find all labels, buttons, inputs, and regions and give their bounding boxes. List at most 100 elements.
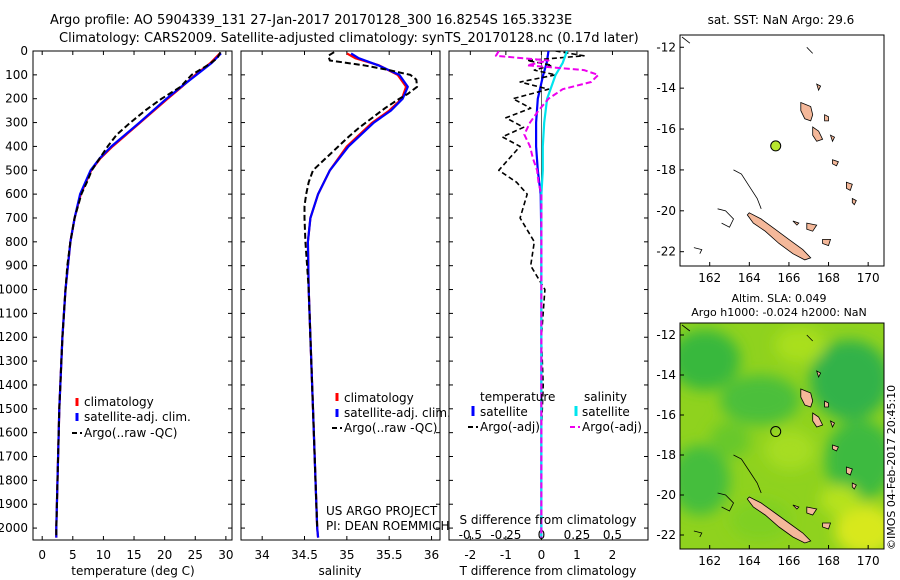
series-line-climatology bbox=[306, 52, 408, 538]
series-line-argo-raw-qc bbox=[55, 51, 222, 538]
x-tick-label: 20 bbox=[157, 548, 172, 562]
lon-tick-label: 164 bbox=[738, 271, 761, 285]
depth-tick-label: 1200 bbox=[0, 330, 28, 344]
sla-field-blobs bbox=[680, 327, 884, 549]
salinity-panel: 34 34.5 35 35.5 36 salinity climatology sate… bbox=[240, 50, 451, 578]
island bbox=[851, 197, 857, 206]
credit-project: US ARGO PROJECT bbox=[326, 504, 438, 518]
x-tick-label: 34 bbox=[255, 548, 270, 562]
lat-tick-label: -20 bbox=[656, 204, 676, 218]
island bbox=[824, 400, 829, 408]
legend-label-satellite: satellite-adj. clim. bbox=[344, 406, 451, 420]
x-tick-label: -1 bbox=[500, 548, 512, 562]
lon-tick-label: 168 bbox=[817, 271, 840, 285]
s-difference-xlabel: S difference from climatology bbox=[460, 513, 637, 527]
x-tick-label: 0 bbox=[38, 548, 46, 562]
imos-credit: ©IMOS 04-Feb-2017 20:45:10 bbox=[885, 385, 898, 550]
legend-label-climatology: climatology bbox=[84, 395, 154, 409]
series-line-satellite-s bbox=[540, 51, 569, 538]
depth-tick-label: 500 bbox=[5, 163, 28, 177]
x-tick-label: 10 bbox=[96, 548, 111, 562]
island bbox=[792, 220, 800, 226]
island bbox=[800, 388, 814, 408]
s-difference-ticks: -0.5 -0.25 0 0.25 0.5 bbox=[459, 528, 622, 542]
reef-outline bbox=[717, 208, 734, 228]
lat-tick-label: -22 bbox=[656, 528, 676, 542]
depth-tick-label: 1000 bbox=[0, 283, 28, 297]
sst-map-title: sat. SST: NaN Argo: 29.6 bbox=[708, 13, 855, 27]
depth-tick-label: 1700 bbox=[0, 450, 28, 464]
reef-outline bbox=[693, 530, 703, 538]
island bbox=[812, 412, 824, 428]
lat-tick-label: -16 bbox=[656, 122, 676, 136]
x-tick-label: 2 bbox=[609, 548, 617, 562]
legend-label-argo-t: Argo(-adj) bbox=[480, 420, 540, 434]
island bbox=[806, 506, 818, 516]
difference-legend: temperature salinity satellite Argo(-adj… bbox=[468, 390, 642, 434]
depth-tick-label: 1900 bbox=[0, 497, 28, 511]
sla-map: Altim. SLA: 0.049 Argo h1000: -0.024 h20… bbox=[656, 292, 885, 568]
lon-tick-label: 164 bbox=[738, 554, 761, 568]
depth-tick-label: 1100 bbox=[0, 306, 28, 320]
depth-tick-label: 1800 bbox=[0, 473, 28, 487]
salinity-lines bbox=[303, 51, 419, 538]
lon-tick-label: 162 bbox=[698, 554, 721, 568]
depth-tick-label: 1500 bbox=[0, 402, 28, 416]
difference-axes-frame bbox=[448, 50, 649, 541]
x-tick-label: 25 bbox=[188, 548, 203, 562]
depth-tick-label: 0 bbox=[20, 44, 28, 58]
lon-tick-label: 170 bbox=[857, 554, 880, 568]
series-line-argo-raw-qc bbox=[303, 51, 419, 529]
temperature-axes-frame bbox=[32, 50, 233, 541]
sla-map-title-2: Argo h1000: -0.024 h2000: NaN bbox=[691, 306, 867, 319]
island bbox=[832, 159, 839, 167]
legend-title-salinity: salinity bbox=[584, 390, 627, 404]
island bbox=[806, 222, 818, 232]
x-tick-label: -2 bbox=[464, 548, 476, 562]
island bbox=[832, 444, 839, 452]
lat-tick-label: -12 bbox=[656, 328, 676, 342]
s-tick-label: 0.25 bbox=[564, 528, 591, 542]
x-tick-label: 5 bbox=[69, 548, 77, 562]
lon-tick-label: 168 bbox=[817, 554, 840, 568]
depth-tick-label: 1300 bbox=[0, 354, 28, 368]
sla-float-marker bbox=[770, 426, 782, 438]
legend-label-argo: Argo(..raw -QC) bbox=[344, 421, 437, 435]
depth-tick-label: 700 bbox=[5, 211, 28, 225]
island bbox=[800, 101, 814, 122]
legend-label-satellite-t: satellite bbox=[480, 405, 528, 419]
series-line-argo-adj-s bbox=[494, 51, 600, 538]
reef-outline bbox=[681, 324, 691, 332]
depth-tick-labels: 0 100 200 300 400 500 600 700 800 900 1000 1100 1200… bbox=[0, 44, 28, 535]
lon-tick-label: 162 bbox=[698, 271, 721, 285]
salinity-legend: climatology satellite-adj. clim. Argo(..… bbox=[332, 391, 451, 435]
depth-tick-label: 1400 bbox=[0, 378, 28, 392]
island bbox=[824, 114, 829, 122]
x-tick-label: 34.5 bbox=[291, 548, 318, 562]
lat-tick-label: -20 bbox=[656, 488, 676, 502]
temperature-lines bbox=[55, 51, 222, 538]
legend-title-temperature: temperature bbox=[480, 390, 555, 404]
float-position-marker bbox=[770, 426, 782, 438]
depth-tick-label: 2000 bbox=[0, 521, 28, 535]
reef-outline bbox=[733, 454, 762, 494]
x-tick-label: 35 bbox=[339, 548, 354, 562]
depth-tick-label: 1600 bbox=[0, 426, 28, 440]
float-position-marker bbox=[770, 140, 782, 152]
x-tick-label: 36 bbox=[424, 548, 439, 562]
sst-map-coastlines bbox=[681, 36, 857, 261]
series-line-argo-adj-t bbox=[497, 51, 585, 538]
temperature-panel: 0100200300400500600700800900100011001200… bbox=[0, 44, 234, 578]
reef-outline bbox=[717, 492, 734, 512]
island bbox=[816, 83, 822, 92]
depth-tick-label: 900 bbox=[5, 259, 28, 273]
sst-map-frame bbox=[679, 34, 885, 267]
salinity-xlabel: salinity bbox=[318, 564, 361, 578]
lat-tick-label: -14 bbox=[656, 368, 676, 382]
reef-outline bbox=[733, 169, 762, 209]
x-tick-label: 1 bbox=[573, 548, 581, 562]
legend-label-satellite: satellite-adj. clim. bbox=[84, 410, 191, 424]
legend-label-satellite-s: satellite bbox=[582, 405, 630, 419]
lon-tick-label: 170 bbox=[857, 271, 880, 285]
